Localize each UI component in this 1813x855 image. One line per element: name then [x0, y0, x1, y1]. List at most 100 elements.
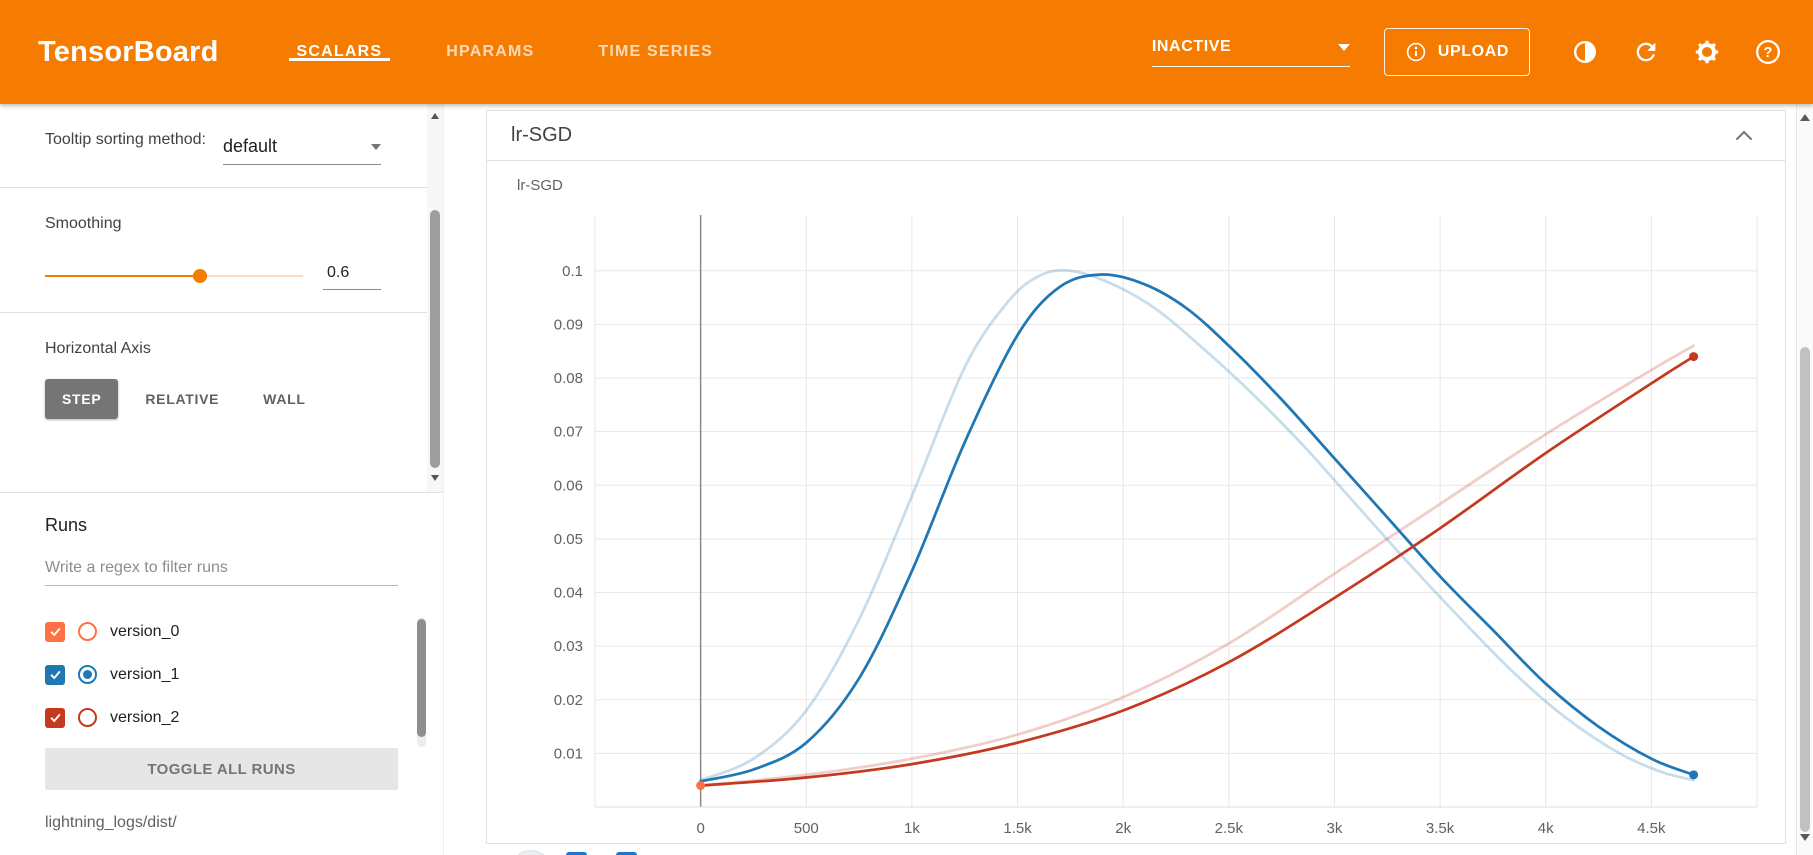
relative-button[interactable]: RELATIVE: [128, 379, 236, 419]
settings-button[interactable]: [1692, 37, 1722, 67]
svg-text:0.08: 0.08: [554, 370, 583, 387]
smoothing-slider[interactable]: [45, 264, 303, 288]
refresh-icon: [1636, 42, 1656, 62]
svg-text:0.03: 0.03: [554, 638, 583, 655]
divider: [0, 312, 443, 313]
runs-panel: Runs version_0: [0, 493, 443, 832]
smoothing-value-input[interactable]: 0.6: [323, 262, 381, 290]
main-content: lr-SGD lr-SGD 0.01 0.02 0.03 0.04 0.05 0.06 0.…: [444, 104, 1796, 855]
run-status-value: INACTIVE: [1151, 38, 1232, 55]
chevron-down-icon: [1337, 43, 1350, 57]
sidebar-settings-panel: Tooltip sorting method: default Smoothin…: [0, 104, 443, 493]
card-action-icon-partial[interactable]: [566, 852, 587, 855]
scroll-down-icon[interactable]: [431, 475, 439, 485]
run-row-version-0: version_0: [45, 610, 398, 653]
tooltip-sorting-value: default: [223, 136, 278, 156]
svg-text:0.06: 0.06: [554, 477, 583, 494]
radio-dot: [83, 670, 92, 679]
check-icon: [49, 713, 61, 723]
app-header: TensorBoard SCALARS HPARAMS TIME SERIES …: [0, 0, 1813, 104]
settings-scrollbar[interactable]: [427, 104, 443, 492]
main-tabs: SCALARS HPARAMS TIME SERIES: [288, 43, 769, 61]
check-icon: [49, 627, 61, 637]
scroll-down-icon[interactable]: [1800, 834, 1810, 846]
check-icon: [49, 670, 61, 680]
toggle-all-runs-button[interactable]: TOGGLE ALL RUNS: [45, 748, 398, 790]
brightness-toggle-icon: [1574, 41, 1596, 63]
runs-title: Runs: [45, 515, 88, 535]
svg-text:0.05: 0.05: [554, 531, 583, 548]
run-row-version-1: version_1: [45, 653, 398, 696]
svg-text:2.5k: 2.5k: [1215, 820, 1244, 837]
card-action-icon-partial-2[interactable]: [616, 852, 637, 855]
slider-thumb[interactable]: [192, 269, 207, 283]
info-icon: [1406, 42, 1426, 62]
page-scrollbar-thumb[interactable]: [1800, 347, 1810, 832]
settings-scrollbar-thumb[interactable]: [430, 210, 440, 468]
smoothing-label: Smoothing: [45, 215, 122, 232]
chevron-up-icon: [1736, 130, 1752, 140]
tab-hparams[interactable]: HPARAMS: [446, 43, 535, 60]
chevron-down-icon: [371, 144, 381, 155]
runs-scrollbar[interactable]: [417, 617, 426, 747]
svg-text:1k: 1k: [904, 820, 920, 837]
scroll-up-icon[interactable]: [431, 109, 439, 119]
step-button[interactable]: STEP: [45, 379, 119, 419]
tab-scalars[interactable]: SCALARS: [288, 43, 391, 61]
svg-text:3k: 3k: [1327, 820, 1343, 837]
run-label: version_1: [110, 665, 180, 683]
run-radio[interactable]: [78, 665, 97, 684]
svg-text:0: 0: [696, 820, 704, 837]
scroll-up-icon[interactable]: [1800, 109, 1810, 121]
dark-mode-toggle-button[interactable]: [1570, 37, 1600, 67]
svg-text:4.5k: 4.5k: [1637, 820, 1666, 837]
radio-dot: [83, 627, 92, 636]
upload-button[interactable]: UPLOAD: [1383, 28, 1530, 76]
svg-text:500: 500: [794, 820, 819, 837]
run-checkbox[interactable]: [45, 621, 65, 642]
svg-text:0.02: 0.02: [554, 692, 583, 709]
chart-title: lr-SGD: [517, 177, 563, 194]
line-chart[interactable]: 0.01 0.02 0.03 0.04 0.05 0.06 0.07 0.08 0.09 0.1 0…: [503, 201, 1773, 841]
scalar-card-lr-sgd: lr-SGD lr-SGD 0.01 0.02 0.03 0.04 0.05 0.06 0.…: [486, 110, 1786, 844]
svg-text:0.07: 0.07: [554, 424, 583, 441]
svg-text:0.01: 0.01: [554, 745, 583, 762]
run-checkbox[interactable]: [45, 664, 65, 685]
svg-text:2k: 2k: [1115, 820, 1131, 837]
run-checkbox[interactable]: [45, 707, 65, 728]
logdir-path: lightning_logs/dist/: [45, 814, 177, 831]
sidebar: Tooltip sorting method: default Smoothin…: [0, 104, 444, 855]
card-header: lr-SGD: [487, 111, 1785, 161]
app-logo: TensorBoard: [38, 35, 219, 68]
radio-dot: [83, 713, 92, 722]
run-row-version-2: version_2: [45, 696, 398, 739]
svg-text:3.5k: 3.5k: [1426, 820, 1455, 837]
upload-label: UPLOAD: [1437, 43, 1509, 60]
card-title: lr-SGD: [511, 124, 573, 146]
slider-fill: [45, 275, 200, 277]
svg-text:?: ?: [1764, 45, 1773, 61]
runs-scrollbar-thumb[interactable]: [417, 619, 426, 737]
run-status-dropdown[interactable]: INACTIVE: [1151, 38, 1350, 67]
run-radio[interactable]: [78, 622, 97, 641]
card-action-button-partial[interactable]: [511, 850, 551, 855]
collapse-card-button[interactable]: [1729, 124, 1759, 147]
horizontal-axis-label: Horizontal Axis: [45, 340, 151, 357]
runs-filter-input[interactable]: [45, 552, 398, 586]
refresh-button[interactable]: [1631, 37, 1661, 67]
svg-text:0.09: 0.09: [554, 316, 583, 333]
tooltip-sorting-select[interactable]: default: [223, 136, 381, 165]
settings-gear-icon: [1695, 40, 1719, 64]
help-icon: ?: [1756, 40, 1780, 64]
run-radio[interactable]: [78, 708, 97, 727]
help-button[interactable]: ?: [1753, 37, 1783, 67]
tab-time-series[interactable]: TIME SERIES: [598, 43, 713, 60]
page-scrollbar[interactable]: [1796, 104, 1813, 855]
divider: [0, 187, 443, 188]
svg-text:0.04: 0.04: [554, 585, 583, 602]
svg-text:4k: 4k: [1538, 820, 1554, 837]
wall-button[interactable]: WALL: [246, 379, 322, 419]
run-label: version_0: [110, 622, 180, 640]
run-list: version_0 version_1: [45, 610, 398, 739]
card-body: lr-SGD 0.01 0.02 0.03 0.04 0.05 0.06 0.07 0.08 0…: [487, 161, 1785, 841]
